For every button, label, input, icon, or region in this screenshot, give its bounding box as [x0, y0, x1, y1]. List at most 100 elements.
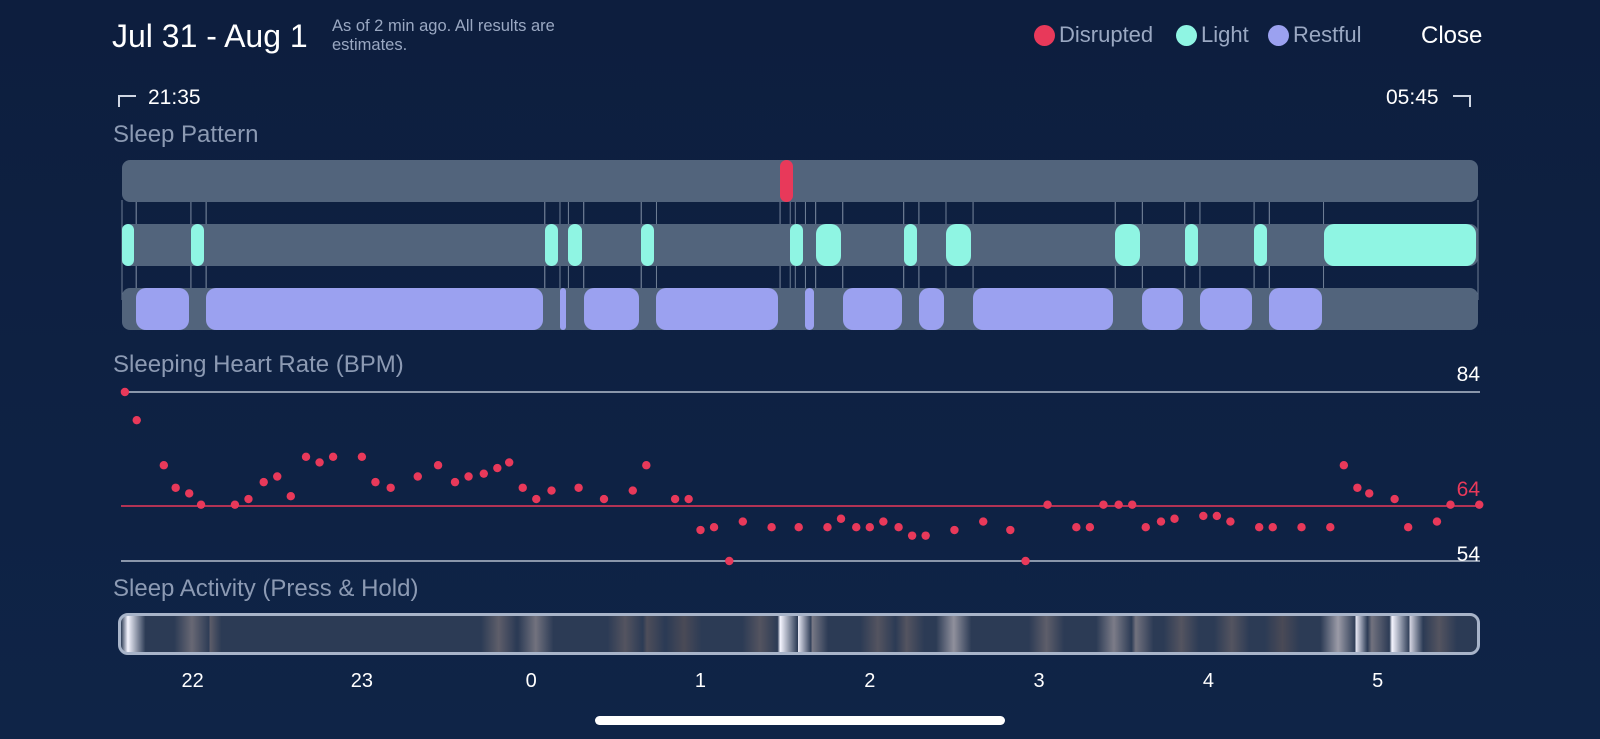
disrupted-track: [122, 160, 1478, 202]
min-label: 54: [1457, 543, 1481, 566]
close-button[interactable]: Close: [1421, 22, 1483, 49]
light-segment: [544, 224, 558, 266]
end-time-label: 05:45: [1386, 86, 1439, 109]
heart-rate-point: [696, 525, 705, 535]
heart-rate-point: [1199, 511, 1208, 521]
restful-segment: [1199, 288, 1253, 330]
x-tick-label: 2: [864, 670, 876, 692]
sleep-pattern-title: Sleep Pattern: [113, 121, 259, 148]
light-segment: [1115, 224, 1141, 266]
heart-rate-point: [865, 523, 874, 532]
heart-rate-point: [1403, 523, 1413, 532]
heart-rate-point: [670, 494, 680, 504]
heart-rate-point: [852, 523, 861, 532]
heart-rate-point: [371, 477, 380, 487]
heart-rate-point: [450, 477, 460, 487]
heart-rate-point: [1212, 511, 1222, 521]
heart-rate-point: [1226, 517, 1235, 526]
average-label: 64: [1457, 478, 1481, 501]
heart-rate-point: [1156, 517, 1166, 526]
restful-segment: [842, 288, 902, 330]
heart-rate-point: [518, 483, 527, 492]
heart-rate-point: [628, 486, 637, 495]
legend-item-disrupted: Disrupted: [1034, 22, 1153, 48]
heart-rate-point: [1475, 500, 1484, 509]
restful-segment: [583, 288, 640, 330]
heart-rate-point: [1021, 556, 1030, 566]
disrupted-dot-icon: [1034, 24, 1055, 46]
heart-rate-point: [1254, 523, 1264, 532]
heart-rate-point: [244, 494, 253, 504]
heart-rate-point: [1006, 525, 1015, 535]
heart-rate-point: [1114, 500, 1123, 509]
restful-dot-icon: [1268, 24, 1289, 46]
heart-rate-title: Sleeping Heart Rate (BPM): [113, 351, 404, 378]
legend-item-restful: Restful: [1268, 22, 1361, 48]
restful-segment: [559, 288, 567, 330]
heart-rate-point: [921, 531, 930, 540]
heart-rate-point: [1043, 500, 1052, 509]
heart-rate-point: [1268, 523, 1277, 532]
heart-rate-point: [738, 517, 748, 526]
heart-rate-point: [1390, 494, 1399, 504]
heart-rate-point: [328, 452, 338, 461]
restful-segment: [1269, 288, 1322, 330]
heart-rate-point: [1170, 514, 1179, 523]
heart-rate-point: [386, 483, 395, 492]
heart-rate-point: [1326, 523, 1335, 532]
x-tick-label: 1: [694, 670, 707, 692]
end-bracket-icon: [1452, 95, 1471, 107]
light-segment: [568, 224, 582, 266]
light-segment: [815, 224, 841, 266]
heart-rate-point: [836, 514, 846, 523]
heart-rate-point: [1099, 500, 1108, 509]
heart-rate-point: [230, 500, 240, 509]
heart-rate-point: [120, 387, 130, 397]
x-tick-label: 22: [181, 670, 204, 692]
heart-rate-point: [642, 461, 651, 470]
heart-rate-point: [979, 517, 988, 526]
light-segment: [903, 224, 917, 266]
light-segment: [190, 224, 205, 266]
heart-rate-point: [171, 483, 180, 492]
heart-rate-point: [1365, 489, 1374, 498]
start-time: 21:35: [118, 86, 201, 110]
start-time-label: 21:35: [148, 86, 201, 109]
heart-rate-point: [547, 486, 556, 495]
heart-rate-point: [1339, 461, 1349, 470]
legend-label: Light: [1201, 22, 1249, 47]
heart-rate-point: [433, 461, 443, 470]
end-time: 05:45: [1386, 86, 1471, 110]
light-segment: [790, 224, 804, 266]
heart-rate-point: [574, 483, 583, 492]
light-segment: [1254, 224, 1268, 266]
light-segment: [122, 224, 135, 266]
heart-rate-point: [1353, 483, 1362, 492]
heart-rate-point: [1432, 517, 1442, 526]
heart-rate-point: [301, 452, 311, 461]
light-segment: [1184, 224, 1198, 266]
heart-rate-point: [794, 523, 803, 532]
sleep-activity-bar[interactable]: [118, 613, 1480, 655]
heart-rate-point: [273, 472, 282, 481]
home-indicator[interactable]: [595, 716, 1005, 725]
max-label: 84: [1457, 363, 1481, 386]
legend-label: Disrupted: [1059, 22, 1154, 47]
light-dot-icon: [1176, 24, 1197, 46]
heart-rate-point: [1085, 523, 1095, 532]
heart-rate-point: [907, 531, 917, 540]
heart-rate-point: [823, 523, 832, 532]
x-tick-label: 23: [350, 670, 374, 692]
restful-segment: [136, 288, 189, 330]
heart-rate-point: [259, 477, 268, 487]
heart-rate-point: [159, 461, 169, 470]
heart-rate-point: [493, 463, 502, 473]
heart-rate-point: [1128, 500, 1137, 509]
restful-segment: [973, 288, 1114, 330]
start-bracket-icon: [118, 95, 136, 107]
heart-rate-point: [1297, 523, 1306, 532]
heart-rate-point: [413, 472, 422, 481]
restful-segment: [805, 288, 814, 330]
heart-rate-point: [1072, 523, 1081, 532]
